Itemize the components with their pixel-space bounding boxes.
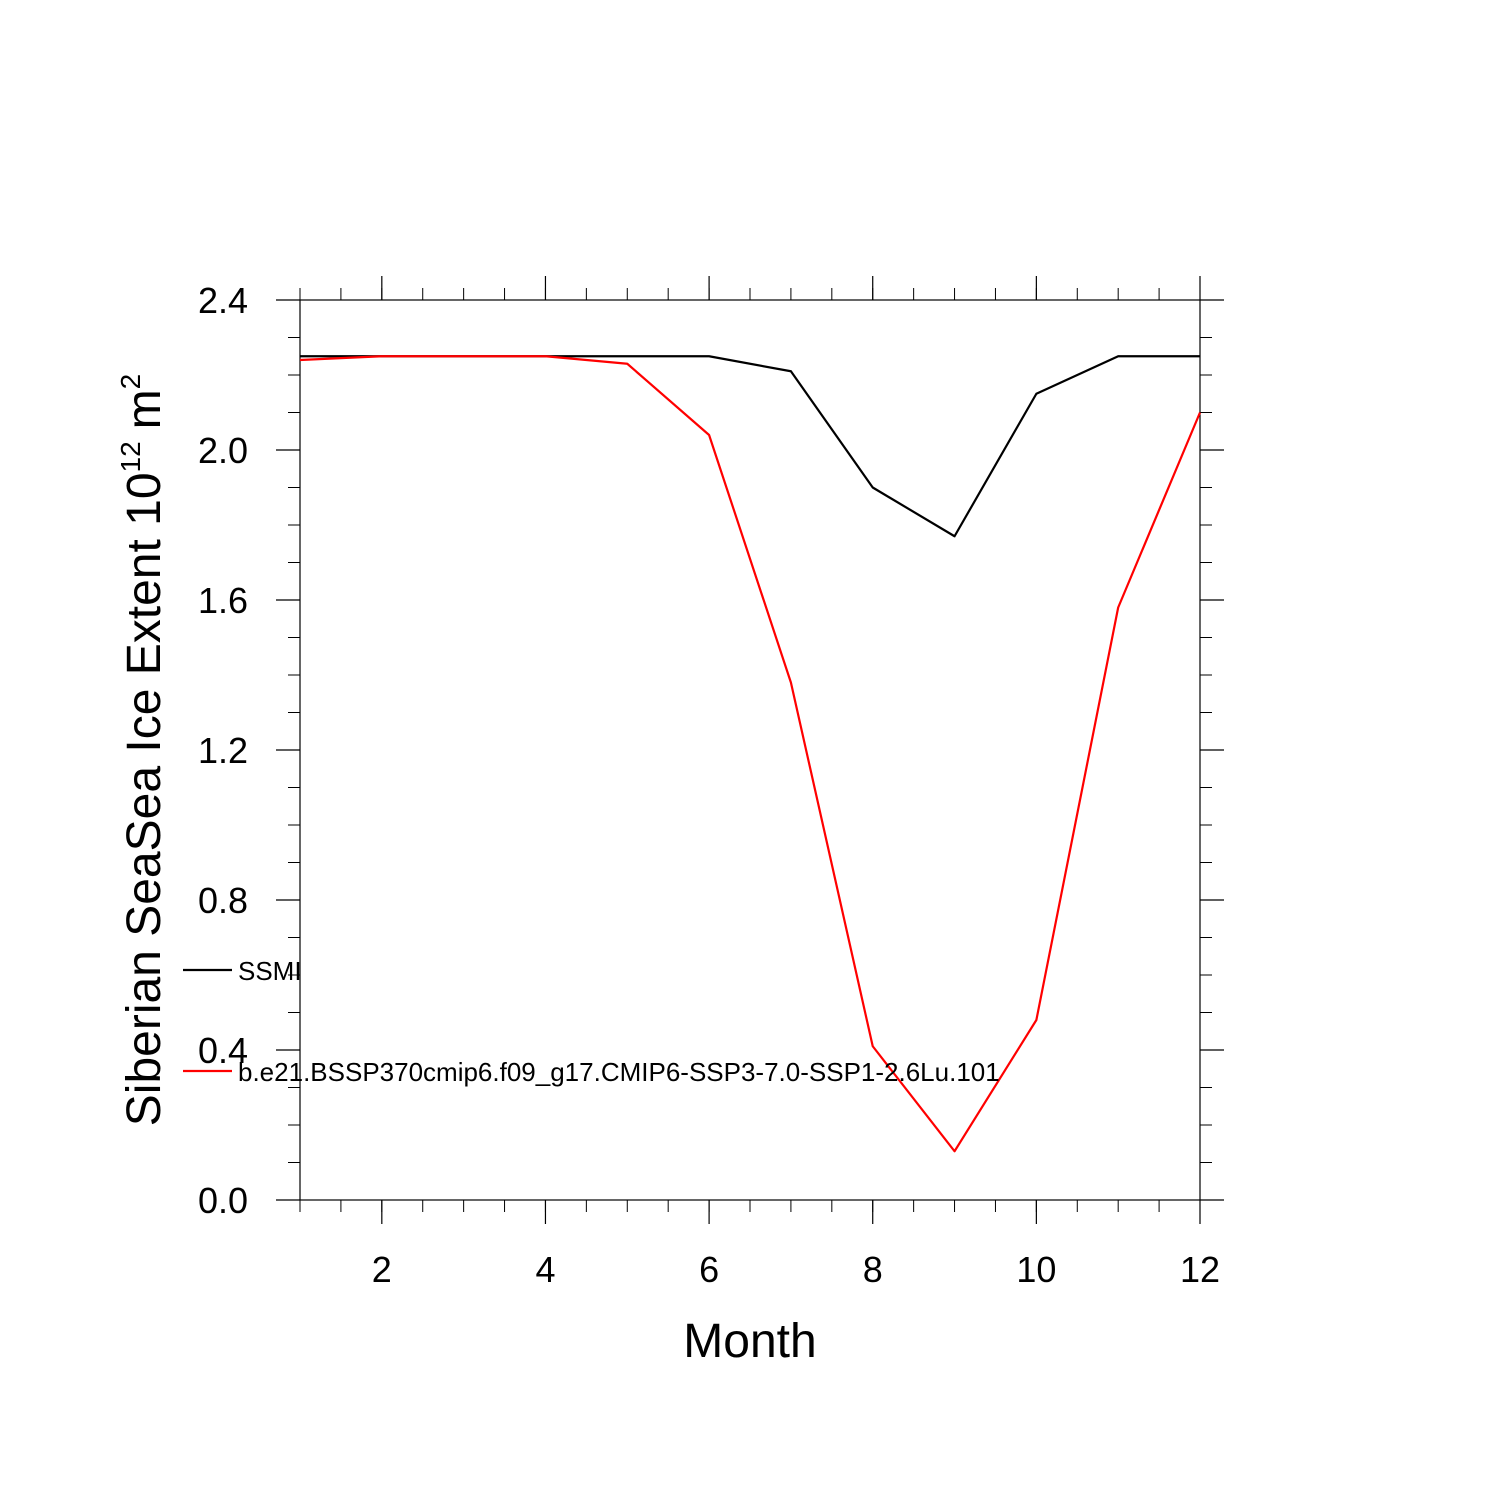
y-tick-label: 2.0: [198, 430, 248, 471]
x-tick-label: 12: [1180, 1249, 1220, 1290]
y-tick-label: 1.2: [198, 730, 248, 771]
legend-label-1: SSMI: [238, 956, 302, 986]
x-tick-label: 10: [1016, 1249, 1056, 1290]
legend: SSMI b.e21.BSSP370cmip6.f09_g17.CMIP6-SSP…: [183, 956, 1000, 1087]
tick-labels: 2 4 6 8 10 12 0.0 0.4 0.8 1.2 1.6 2.0 2.4: [198, 280, 1220, 1290]
y-axis-label: Siberian SeaSea Ice Extent 1012 m2: [115, 374, 171, 1126]
x-axis-label: Month: [683, 1315, 816, 1368]
x-tick-label: 6: [699, 1249, 719, 1290]
y-axis-label-unit-exponent: 2: [115, 374, 146, 390]
y-tick-label: 1.6: [198, 580, 248, 621]
y-axis-label-main: Siberian SeaSea Ice Extent 10: [118, 472, 171, 1126]
x-tick-label: 4: [535, 1249, 555, 1290]
y-tick-label: 2.4: [198, 280, 248, 321]
x-tick-label: 2: [372, 1249, 392, 1290]
y-axis-label-exponent: 12: [115, 441, 146, 472]
series-line-2: [299, 355, 1202, 1153]
y-tick-label: 0.8: [198, 880, 248, 921]
y-tick-label: 0.0: [198, 1180, 248, 1221]
series-layer: [299, 355, 1202, 1153]
legend-label-2: b.e21.BSSP370cmip6.f09_g17.CMIP6-SSP3-7.…: [238, 1057, 1000, 1087]
y-tick-label: 0.4: [198, 1030, 248, 1071]
major-ticks: [276, 276, 1224, 1224]
plot-frame: [299, 299, 1201, 1201]
x-tick-label: 8: [863, 1249, 883, 1290]
y-axis-label-unit: m: [118, 389, 171, 429]
